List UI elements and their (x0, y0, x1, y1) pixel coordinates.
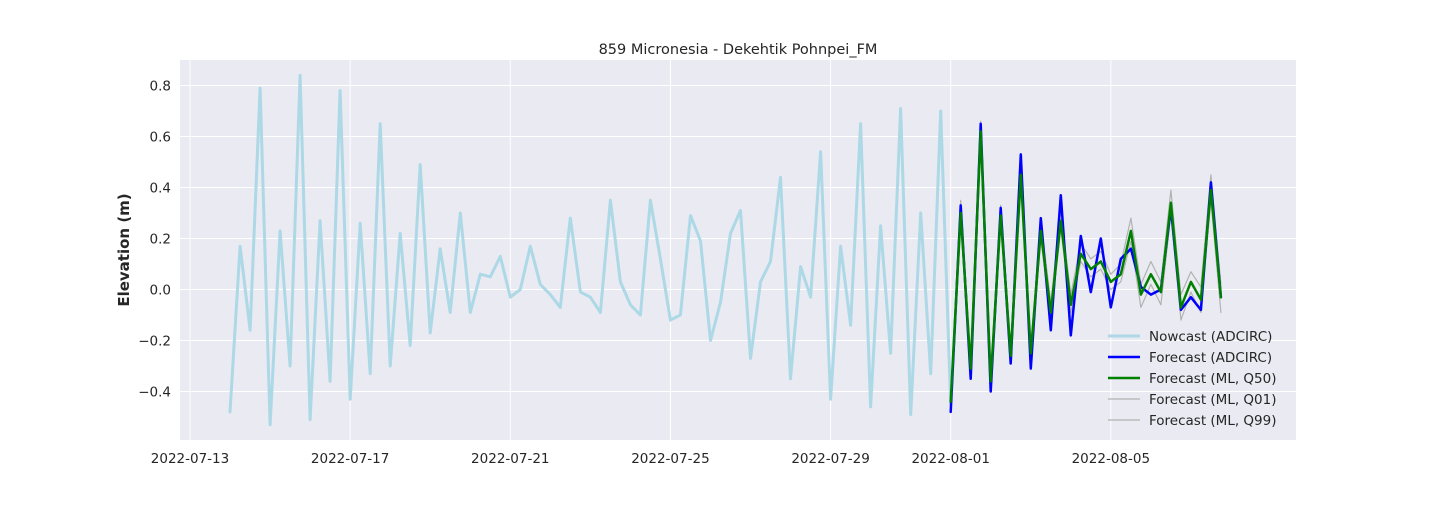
series-lines (228, 73, 1223, 427)
x-tick-label: 2022-07-17 (311, 451, 389, 467)
legend: Nowcast (ADCIRC) Forecast (ADCIRC) Forecas… (1108, 329, 1277, 429)
y-tick-label: 0.8 (150, 79, 171, 95)
legend-label: Forecast (ML, Q01) (1149, 392, 1277, 408)
x-tick-label: 2022-07-13 (151, 451, 229, 467)
legend-label: Nowcast (ADCIRC) (1149, 329, 1272, 345)
y-tick-label: 0.4 (150, 181, 171, 197)
tick-labels: −0.4 −0.2 0.0 0.2 0.4 0.6 0.8 2022-07-13 2022-07… (138, 79, 1150, 467)
x-tick-label: 2022-08-05 (1072, 451, 1150, 467)
x-tick-label: 2022-07-25 (631, 451, 709, 467)
series-line-nowcast-adcirc (228, 73, 953, 427)
y-axis-label: Elevation (m) (115, 193, 133, 306)
y-tick-label: −0.4 (138, 385, 171, 401)
x-tick-label: 2022-08-01 (911, 451, 989, 467)
plot-background (180, 60, 1296, 440)
x-tick-label: 2022-07-21 (471, 451, 549, 467)
y-tick-label: 0.0 (150, 283, 171, 299)
chart-title: 859 Micronesia - Dekehtik Pohnpei_FM (599, 42, 878, 58)
legend-label: Forecast (ML, Q50) (1149, 371, 1277, 387)
legend-label: Forecast (ADCIRC) (1149, 350, 1272, 366)
series-line-forecast-ml-q50 (949, 130, 1223, 403)
legend-label: Forecast (ML, Q99) (1149, 413, 1277, 429)
x-tick-label: 2022-07-29 (791, 451, 869, 467)
y-tick-label: 0.6 (150, 130, 171, 146)
y-tick-label: −0.2 (138, 334, 171, 350)
y-tick-label: 0.2 (150, 232, 171, 248)
